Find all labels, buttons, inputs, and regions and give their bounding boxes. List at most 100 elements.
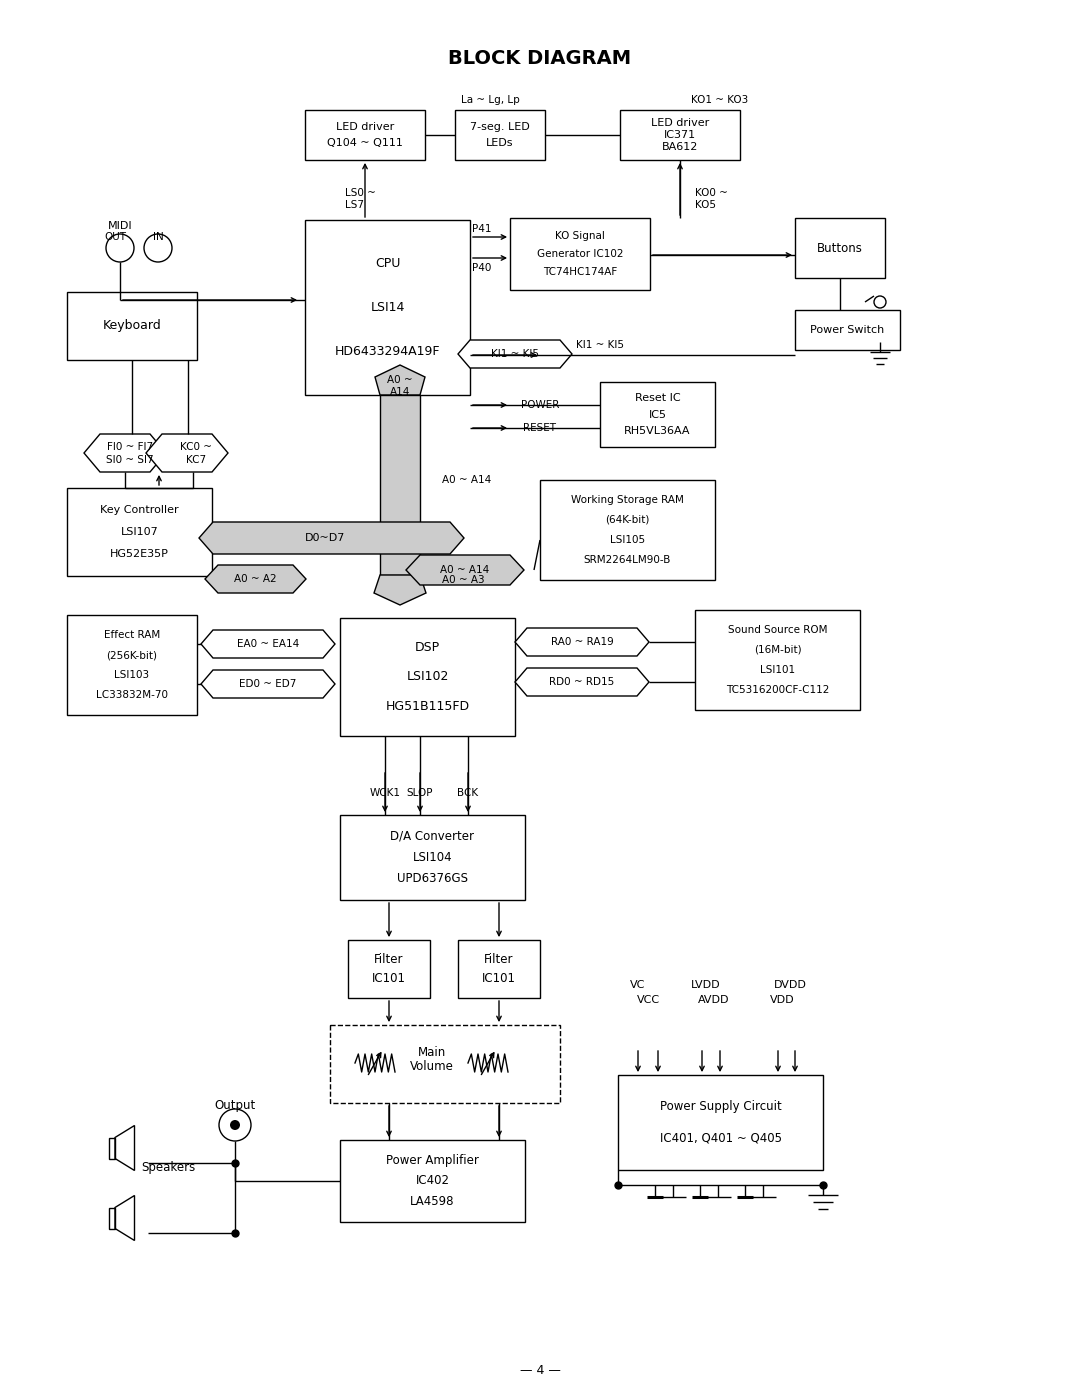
Text: IC402: IC402: [416, 1175, 449, 1187]
Text: Generator IC102: Generator IC102: [537, 249, 623, 258]
Text: KO1 ~ KO3: KO1 ~ KO3: [691, 95, 748, 105]
Text: D0~D7: D0~D7: [305, 534, 346, 543]
Text: LVDD: LVDD: [691, 981, 720, 990]
Text: LSI107: LSI107: [121, 527, 159, 536]
Text: HG52E35P: HG52E35P: [110, 549, 168, 559]
FancyBboxPatch shape: [340, 814, 525, 900]
Text: SI0 ~ SI7: SI0 ~ SI7: [106, 455, 153, 465]
Text: LS0 ~: LS0 ~: [345, 189, 376, 198]
Polygon shape: [515, 668, 649, 696]
FancyBboxPatch shape: [618, 1076, 823, 1171]
Text: P41: P41: [472, 224, 491, 235]
Text: VCC: VCC: [636, 995, 660, 1004]
Text: LSI14: LSI14: [370, 300, 405, 314]
FancyBboxPatch shape: [455, 110, 545, 161]
Text: BLOCK DIAGRAM: BLOCK DIAGRAM: [448, 49, 632, 67]
Text: LSI104: LSI104: [413, 851, 453, 863]
Text: (256K-bit): (256K-bit): [107, 650, 158, 659]
Text: D/A Converter: D/A Converter: [391, 830, 474, 842]
Text: Filter: Filter: [484, 953, 514, 965]
Text: RA0 ~ RA19: RA0 ~ RA19: [551, 637, 613, 647]
Text: IC5: IC5: [648, 409, 666, 419]
Text: Key Controller: Key Controller: [100, 504, 179, 515]
Text: Working Storage RAM: Working Storage RAM: [571, 495, 684, 504]
Text: IC101: IC101: [482, 972, 516, 985]
Text: A0 ~ A2: A0 ~ A2: [234, 574, 276, 584]
Text: POWER: POWER: [521, 400, 559, 409]
Text: KO Signal: KO Signal: [555, 231, 605, 242]
FancyBboxPatch shape: [109, 1207, 114, 1228]
Text: IN: IN: [152, 232, 163, 242]
FancyBboxPatch shape: [600, 381, 715, 447]
Text: KO0 ~: KO0 ~: [696, 189, 728, 198]
Text: IC101: IC101: [372, 972, 406, 985]
FancyBboxPatch shape: [620, 110, 740, 161]
Text: ED0 ~ ED7: ED0 ~ ED7: [240, 679, 297, 689]
Polygon shape: [375, 365, 426, 395]
FancyBboxPatch shape: [540, 481, 715, 580]
Text: DSP: DSP: [415, 641, 440, 654]
FancyBboxPatch shape: [795, 310, 900, 351]
Text: LA4598: LA4598: [410, 1194, 455, 1208]
FancyBboxPatch shape: [510, 218, 650, 291]
Text: 7-seg. LED: 7-seg. LED: [470, 122, 530, 131]
Polygon shape: [205, 564, 306, 592]
Text: KC0 ~: KC0 ~: [180, 441, 212, 453]
Text: LED driver: LED driver: [336, 122, 394, 131]
Text: RH5VL36AA: RH5VL36AA: [624, 426, 691, 436]
Text: TC5316200CF-C112: TC5316200CF-C112: [726, 685, 829, 694]
Text: UPD6376GS: UPD6376GS: [397, 872, 468, 886]
Text: (16M-bit): (16M-bit): [754, 645, 801, 655]
Text: Volume: Volume: [410, 1060, 454, 1073]
Text: EA0 ~ EA14: EA0 ~ EA14: [237, 638, 299, 650]
FancyBboxPatch shape: [340, 1140, 525, 1222]
Text: WCK1: WCK1: [369, 788, 401, 798]
Text: — 4 —: — 4 —: [519, 1363, 561, 1376]
Text: BA612: BA612: [662, 142, 698, 152]
Text: LS7: LS7: [345, 200, 364, 210]
Text: DVDD: DVDD: [773, 981, 807, 990]
Text: Power Switch: Power Switch: [810, 326, 885, 335]
FancyBboxPatch shape: [330, 1025, 561, 1104]
FancyBboxPatch shape: [67, 615, 197, 715]
Text: KO5: KO5: [696, 200, 716, 210]
Polygon shape: [515, 629, 649, 657]
FancyBboxPatch shape: [380, 395, 420, 576]
Text: IC401, Q401 ~ Q405: IC401, Q401 ~ Q405: [660, 1132, 782, 1144]
Polygon shape: [201, 630, 335, 658]
FancyBboxPatch shape: [67, 488, 212, 576]
Text: VC: VC: [631, 981, 646, 990]
Text: KI1 ~ KI5: KI1 ~ KI5: [576, 339, 624, 351]
Text: KC7: KC7: [186, 455, 206, 465]
Text: SLOP: SLOP: [407, 788, 433, 798]
Text: Effect RAM: Effect RAM: [104, 630, 160, 640]
FancyBboxPatch shape: [458, 940, 540, 997]
Text: RD0 ~ RD15: RD0 ~ RD15: [550, 678, 615, 687]
Polygon shape: [458, 339, 572, 367]
Text: A0 ~: A0 ~: [388, 374, 413, 386]
Text: VDD: VDD: [770, 995, 794, 1004]
Polygon shape: [374, 576, 426, 605]
Text: La ~ Lg, Lp: La ~ Lg, Lp: [461, 95, 519, 105]
Text: Power Amplifier: Power Amplifier: [386, 1154, 478, 1166]
Polygon shape: [84, 434, 166, 472]
FancyBboxPatch shape: [340, 617, 515, 736]
FancyBboxPatch shape: [67, 292, 197, 360]
Text: LSI103: LSI103: [114, 671, 149, 680]
FancyBboxPatch shape: [795, 218, 885, 278]
Text: LSI101: LSI101: [760, 665, 795, 675]
Text: Power Supply Circuit: Power Supply Circuit: [660, 1101, 781, 1113]
Polygon shape: [199, 522, 464, 555]
FancyBboxPatch shape: [348, 940, 430, 997]
Text: LEDs: LEDs: [486, 138, 514, 148]
Text: CPU: CPU: [375, 257, 401, 270]
Text: RESET: RESET: [524, 423, 556, 433]
Text: HG51B115FD: HG51B115FD: [386, 700, 470, 712]
Text: A14: A14: [390, 387, 410, 397]
Text: A0 ~ A3: A0 ~ A3: [442, 576, 485, 585]
Circle shape: [230, 1120, 240, 1130]
Text: LED driver: LED driver: [651, 117, 710, 127]
Text: Filter: Filter: [375, 953, 404, 965]
Polygon shape: [201, 671, 335, 698]
Text: Main: Main: [418, 1045, 446, 1059]
